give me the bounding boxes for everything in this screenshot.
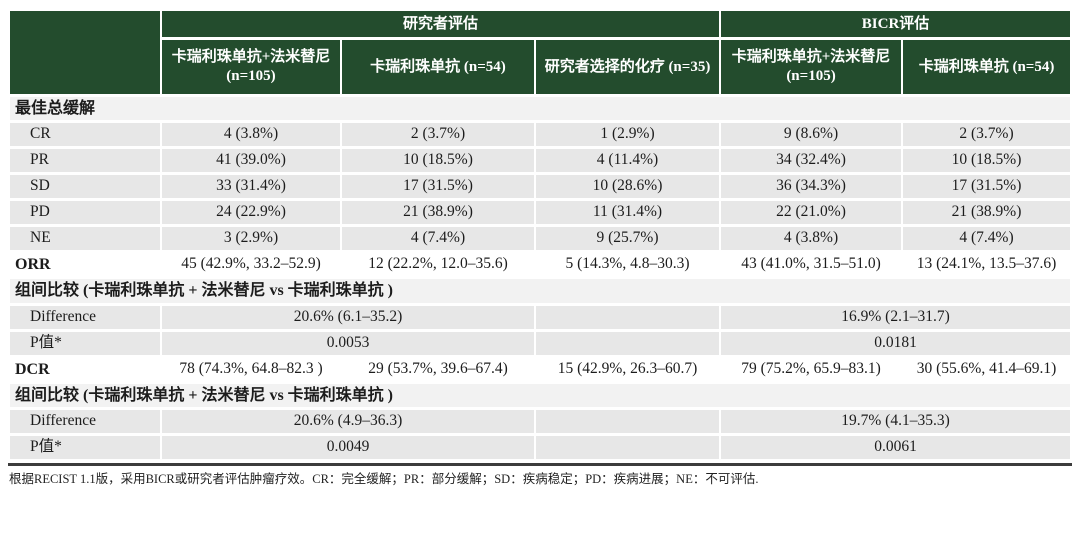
table-row-pd: PD 24 (22.9%) 21 (38.9%) 11 (31.4%) 22 (… [10, 201, 1071, 225]
section-title: 组间比较 (卡瑞利珠单抗 + 法米替尼 vs 卡瑞利珠单抗 ) [10, 279, 1071, 303]
empty-cell [536, 435, 720, 459]
row-label: NE [10, 227, 160, 251]
footnote: 根据RECIST 1.1版，采用BICR或研究者评估肿瘤疗效。CR：完全缓解；P… [8, 462, 1072, 487]
row-label: CR [10, 123, 160, 147]
group-header-investigator: 研究者评估 [162, 11, 720, 37]
col-header-mono-bicr: 卡瑞利珠单抗 (n=54) [903, 40, 1071, 94]
data-cell: 24 (22.9%) [162, 201, 340, 225]
data-cell: 4 (3.8%) [721, 227, 902, 251]
table-row-cr: CR 4 (3.8%) 2 (3.7%) 1 (2.9%) 9 (8.6%) 2… [10, 123, 1071, 147]
row-label: Difference [10, 409, 160, 433]
data-cell: 1 (2.9%) [536, 123, 720, 147]
section-row-comparison-2: 组间比较 (卡瑞利珠单抗 + 法米替尼 vs 卡瑞利珠单抗 ) [10, 383, 1071, 407]
data-cell: 45 (42.9%, 33.2–52.9) [162, 253, 340, 277]
table-row-pr: PR 41 (39.0%) 10 (18.5%) 4 (11.4%) 34 (3… [10, 149, 1071, 173]
table-row-ne: NE 3 (2.9%) 4 (7.4%) 9 (25.7%) 4 (3.8%) … [10, 227, 1071, 251]
col-header-combo-inv: 卡瑞利珠单抗+法米替尼 (n=105) [162, 40, 340, 94]
data-cell: 2 (3.7%) [903, 123, 1071, 147]
row-label: SD [10, 175, 160, 199]
data-cell: 20.6% (4.9–36.3) [162, 409, 534, 433]
section-row-best-response: 最佳总缓解 [10, 97, 1071, 121]
data-cell: 10 (18.5%) [342, 149, 534, 173]
table-row-dcr: DCR 78 (74.3%, 64.8–82.3 ) 29 (53.7%, 39… [10, 357, 1071, 381]
data-cell: 16.9% (2.1–31.7) [721, 305, 1071, 329]
section-row-comparison-1: 组间比较 (卡瑞利珠单抗 + 法米替尼 vs 卡瑞利珠单抗 ) [10, 279, 1071, 303]
data-cell: 12 (22.2%, 12.0–35.6) [342, 253, 534, 277]
data-cell: 15 (42.9%, 26.3–60.7) [536, 357, 720, 381]
empty-cell [536, 331, 720, 355]
data-cell: 10 (28.6%) [536, 175, 720, 199]
table-row-difference-2: Difference 20.6% (4.9–36.3) 19.7% (4.1–3… [10, 409, 1071, 433]
header-group-row: 研究者评估 BICR评估 [10, 11, 1071, 94]
empty-cell [536, 305, 720, 329]
data-cell: 9 (25.7%) [536, 227, 720, 251]
data-cell: 11 (31.4%) [536, 201, 720, 225]
data-cell: 30 (55.6%, 41.4–69.1) [903, 357, 1071, 381]
row-label: ORR [10, 253, 160, 277]
data-cell: 4 (3.8%) [162, 123, 340, 147]
data-cell: 10 (18.5%) [903, 149, 1071, 173]
data-cell: 33 (31.4%) [162, 175, 340, 199]
table-row-pvalue-1: P值* 0.0053 0.0181 [10, 331, 1071, 355]
data-cell: 0.0049 [162, 435, 534, 459]
row-label: DCR [10, 357, 160, 381]
data-cell: 3 (2.9%) [162, 227, 340, 251]
section-title: 最佳总缓解 [10, 97, 1071, 121]
data-cell: 5 (14.3%, 4.8–30.3) [536, 253, 720, 277]
data-cell: 20.6% (6.1–35.2) [162, 305, 534, 329]
data-cell: 2 (3.7%) [342, 123, 534, 147]
data-cell: 19.7% (4.1–35.3) [721, 409, 1071, 433]
section-title: 组间比较 (卡瑞利珠单抗 + 法米替尼 vs 卡瑞利珠单抗 ) [10, 383, 1071, 407]
data-cell: 17 (31.5%) [903, 175, 1071, 199]
data-cell: 0.0053 [162, 331, 534, 355]
header-cols-row: 卡瑞利珠单抗+法米替尼 (n=105) 卡瑞利珠单抗 (n=54) 研究者选择的… [10, 40, 1071, 94]
row-label: Difference [10, 305, 160, 329]
data-cell: 78 (74.3%, 64.8–82.3 ) [162, 357, 340, 381]
data-cell: 4 (11.4%) [536, 149, 720, 173]
table-row-sd: SD 33 (31.4%) 17 (31.5%) 10 (28.6%) 36 (… [10, 175, 1071, 199]
results-table: 研究者评估 BICR评估 卡瑞利珠单抗+法米替尼 (n=105) 卡瑞利珠单抗 … [8, 8, 1072, 462]
col-header-combo-bicr: 卡瑞利珠单抗+法米替尼 (n=105) [721, 40, 902, 94]
table-row-orr: ORR 45 (42.9%, 33.2–52.9) 12 (22.2%, 12.… [10, 253, 1071, 277]
col-header-mono-inv: 卡瑞利珠单抗 (n=54) [342, 40, 534, 94]
group-header-bicr: BICR评估 [721, 11, 1071, 37]
data-cell: 9 (8.6%) [721, 123, 902, 147]
data-cell: 36 (34.3%) [721, 175, 902, 199]
data-cell: 4 (7.4%) [342, 227, 534, 251]
data-cell: 0.0181 [721, 331, 1071, 355]
row-label: P值* [10, 331, 160, 355]
table-row-difference-1: Difference 20.6% (6.1–35.2) 16.9% (2.1–3… [10, 305, 1071, 329]
page: 研究者评估 BICR评估 卡瑞利珠单抗+法米替尼 (n=105) 卡瑞利珠单抗 … [8, 8, 1072, 487]
data-cell: 34 (32.4%) [721, 149, 902, 173]
data-cell: 21 (38.9%) [342, 201, 534, 225]
data-cell: 17 (31.5%) [342, 175, 534, 199]
data-cell: 41 (39.0%) [162, 149, 340, 173]
data-cell: 22 (21.0%) [721, 201, 902, 225]
data-cell: 79 (75.2%, 65.9–83.1) [721, 357, 902, 381]
data-cell: 21 (38.9%) [903, 201, 1071, 225]
table-row-pvalue-2: P值* 0.0049 0.0061 [10, 435, 1071, 459]
row-label: P值* [10, 435, 160, 459]
col-header-chemo: 研究者选择的化疗 (n=35) [536, 40, 720, 94]
empty-cell [536, 409, 720, 433]
row-label: PD [10, 201, 160, 225]
data-cell: 29 (53.7%, 39.6–67.4) [342, 357, 534, 381]
corner-cell [10, 11, 160, 94]
row-label: PR [10, 149, 160, 173]
data-cell: 4 (7.4%) [903, 227, 1071, 251]
data-cell: 0.0061 [721, 435, 1071, 459]
data-cell: 43 (41.0%, 31.5–51.0) [721, 253, 902, 277]
data-cell: 13 (24.1%, 13.5–37.6) [903, 253, 1071, 277]
table-header: 研究者评估 BICR评估 卡瑞利珠单抗+法米替尼 (n=105) 卡瑞利珠单抗 … [10, 11, 1071, 94]
